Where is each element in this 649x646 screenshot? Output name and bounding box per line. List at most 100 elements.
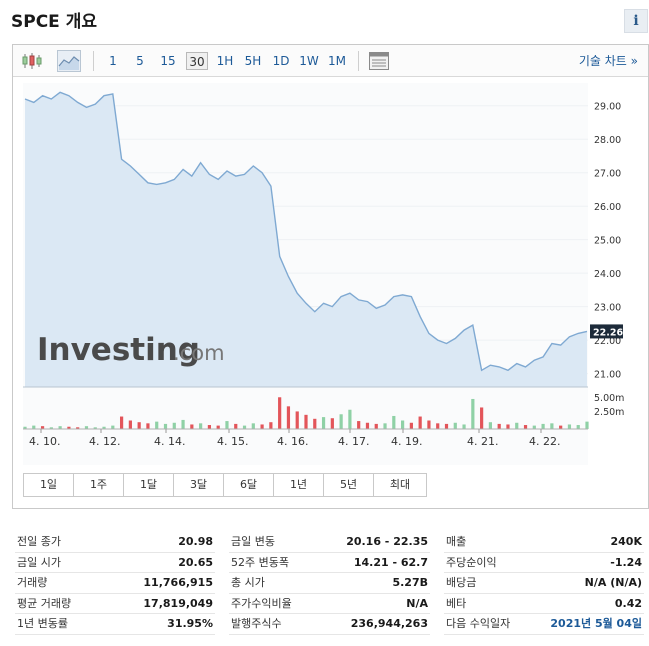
- stats-column-1: 전일 종가 20.98 금일 시가 20.65 거래량 11,766,915 평균 거…: [15, 532, 215, 635]
- price-chart[interactable]: Investing .com 29.00 28.00 27.00 26.00 25.00…: [13, 45, 648, 465]
- info-icon[interactable]: i: [624, 9, 648, 33]
- y-tick-label: 24.00: [594, 269, 621, 280]
- stat-row: 매출 240K: [444, 532, 644, 553]
- volume-bar: [76, 427, 80, 429]
- interval-5[interactable]: 5: [136, 54, 144, 68]
- volume-bar: [462, 424, 466, 429]
- stat-row: 거래량 11,766,915: [15, 573, 215, 594]
- range-1m[interactable]: 1달: [124, 474, 174, 496]
- stat-row: 다음 수익일자 2021년 5월 04일: [444, 614, 644, 635]
- stat-value: 11,766,915: [143, 576, 213, 589]
- interval-1[interactable]: 1: [109, 54, 117, 68]
- volume-bar: [251, 423, 255, 429]
- volume-bar: [444, 423, 449, 429]
- interval-1h[interactable]: 1H: [216, 54, 234, 68]
- volume-bar: [93, 427, 97, 429]
- range-6m[interactable]: 6달: [224, 474, 274, 496]
- range-3m[interactable]: 3달: [174, 474, 224, 496]
- interval-15[interactable]: 15: [160, 54, 176, 68]
- toolbar-divider: [93, 51, 94, 71]
- stat-label: 1년 변동률: [17, 617, 68, 630]
- stat-value: N/A (N/A): [584, 576, 642, 589]
- stat-value: 20.98: [178, 535, 213, 548]
- volume-bar: [295, 411, 299, 429]
- stat-row: 주당순이익 -1.24: [444, 553, 644, 573]
- interval-5h[interactable]: 5H: [244, 54, 262, 68]
- interval-1w[interactable]: 1W: [299, 54, 319, 68]
- volume-bar: [515, 422, 519, 429]
- range-5y[interactable]: 5년: [324, 474, 374, 496]
- chart-toolbar: 1 5 15 30 1H 5H 1D 1W 1M 기술 차트 »: [13, 45, 648, 77]
- stat-label: 거래량: [17, 576, 48, 589]
- volume-bar: [339, 414, 343, 429]
- volume-bar: [480, 407, 484, 429]
- price-tag-text: 22.26: [593, 327, 623, 338]
- area-chart-icon[interactable]: [57, 50, 81, 72]
- volume-bar: [471, 398, 475, 429]
- volume-bar: [102, 426, 106, 429]
- volume-bar: [418, 416, 422, 429]
- y-tick-label: 21.00: [594, 370, 621, 381]
- volume-tick-label: 2.50m: [594, 407, 624, 418]
- volume-bar: [286, 406, 291, 429]
- stat-value: 20.16 - 22.35: [346, 535, 428, 548]
- volume-bar: [453, 422, 457, 429]
- technical-chart-link[interactable]: 기술 차트 »: [578, 54, 638, 68]
- table-view-icon[interactable]: [368, 50, 390, 72]
- range-1w[interactable]: 1주: [74, 474, 124, 496]
- x-tick-label: 4. 22.: [529, 435, 561, 448]
- volume-bar: [321, 417, 326, 429]
- stat-value: 240K: [610, 535, 643, 548]
- stat-label: 금일 시가: [17, 555, 61, 569]
- current-price-tag: 22.26: [590, 324, 623, 339]
- volume-bar: [383, 423, 387, 429]
- stat-label: 다음 수익일자: [446, 617, 511, 630]
- volume-bar: [567, 424, 572, 429]
- volume-bar: [506, 424, 510, 429]
- candlestick-chart-icon[interactable]: [21, 50, 43, 72]
- volume-bar: [436, 423, 440, 429]
- stat-row: 베타 0.42: [444, 594, 644, 614]
- x-tick-label: 4. 12.: [89, 435, 121, 448]
- volume-bar: [155, 421, 159, 429]
- stat-label: 전일 종가: [17, 535, 61, 548]
- volume-bar: [49, 427, 53, 429]
- stats-column-2: 금일 변동 20.16 - 22.35 52주 변동폭 14.21 - 62.7 총…: [229, 532, 430, 635]
- stat-row: 총 시가 5.27B: [229, 573, 430, 594]
- stat-label: 평균 거래량: [17, 596, 72, 610]
- volume-bar: [497, 423, 501, 429]
- stat-value: 20.65: [178, 555, 213, 569]
- stat-value: 17,819,049: [143, 596, 213, 610]
- volume-bar: [216, 425, 220, 429]
- x-tick-label: 4. 14.: [154, 435, 186, 448]
- volume-bar: [84, 426, 89, 429]
- volume-bar: [523, 425, 528, 429]
- stat-value: 0.42: [614, 596, 642, 610]
- stat-row: 1년 변동률 31.95%: [15, 614, 215, 635]
- range-1d[interactable]: 1일: [24, 474, 74, 496]
- stat-value: N/A: [406, 596, 428, 610]
- range-1y[interactable]: 1년: [274, 474, 324, 496]
- investing-logo: Investing .com: [37, 332, 225, 368]
- stat-row: 52주 변동폭 14.21 - 62.7: [229, 553, 430, 573]
- interval-30[interactable]: 30: [186, 52, 208, 70]
- volume-bar: [119, 416, 124, 429]
- volume-bar: [32, 425, 36, 429]
- volume-bar: [313, 418, 317, 429]
- interval-1d[interactable]: 1D: [272, 54, 290, 68]
- stat-value: -1.24: [610, 555, 642, 569]
- range-max[interactable]: 최대: [374, 474, 426, 496]
- next-earnings-link[interactable]: 2021년 5월 04일: [550, 617, 642, 630]
- volume-bar: [225, 421, 229, 429]
- x-axis-ticks: 4. 10. 4. 12. 4. 14. 4. 15. 4. 16. 4. 17. 4. 1…: [29, 429, 561, 448]
- volume-bar: [278, 397, 282, 429]
- volume-bar: [550, 423, 554, 429]
- stat-value: 14.21 - 62.7: [353, 555, 428, 569]
- stat-value: 31.95%: [167, 617, 213, 630]
- volume-bars: [23, 397, 589, 429]
- interval-1m[interactable]: 1M: [328, 54, 346, 68]
- volume-axis-ticks: 5.00m 2.50m: [594, 393, 624, 418]
- stat-label: 매출: [446, 535, 467, 548]
- stat-label: 52주 변동폭: [231, 555, 289, 569]
- y-tick-label: 29.00: [594, 102, 621, 113]
